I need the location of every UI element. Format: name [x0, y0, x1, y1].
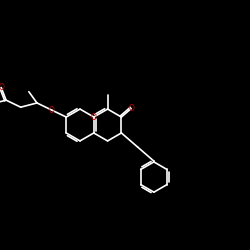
Text: O: O: [49, 106, 54, 114]
Text: O: O: [91, 112, 97, 122]
Text: O: O: [0, 83, 4, 92]
Text: O: O: [128, 104, 134, 113]
